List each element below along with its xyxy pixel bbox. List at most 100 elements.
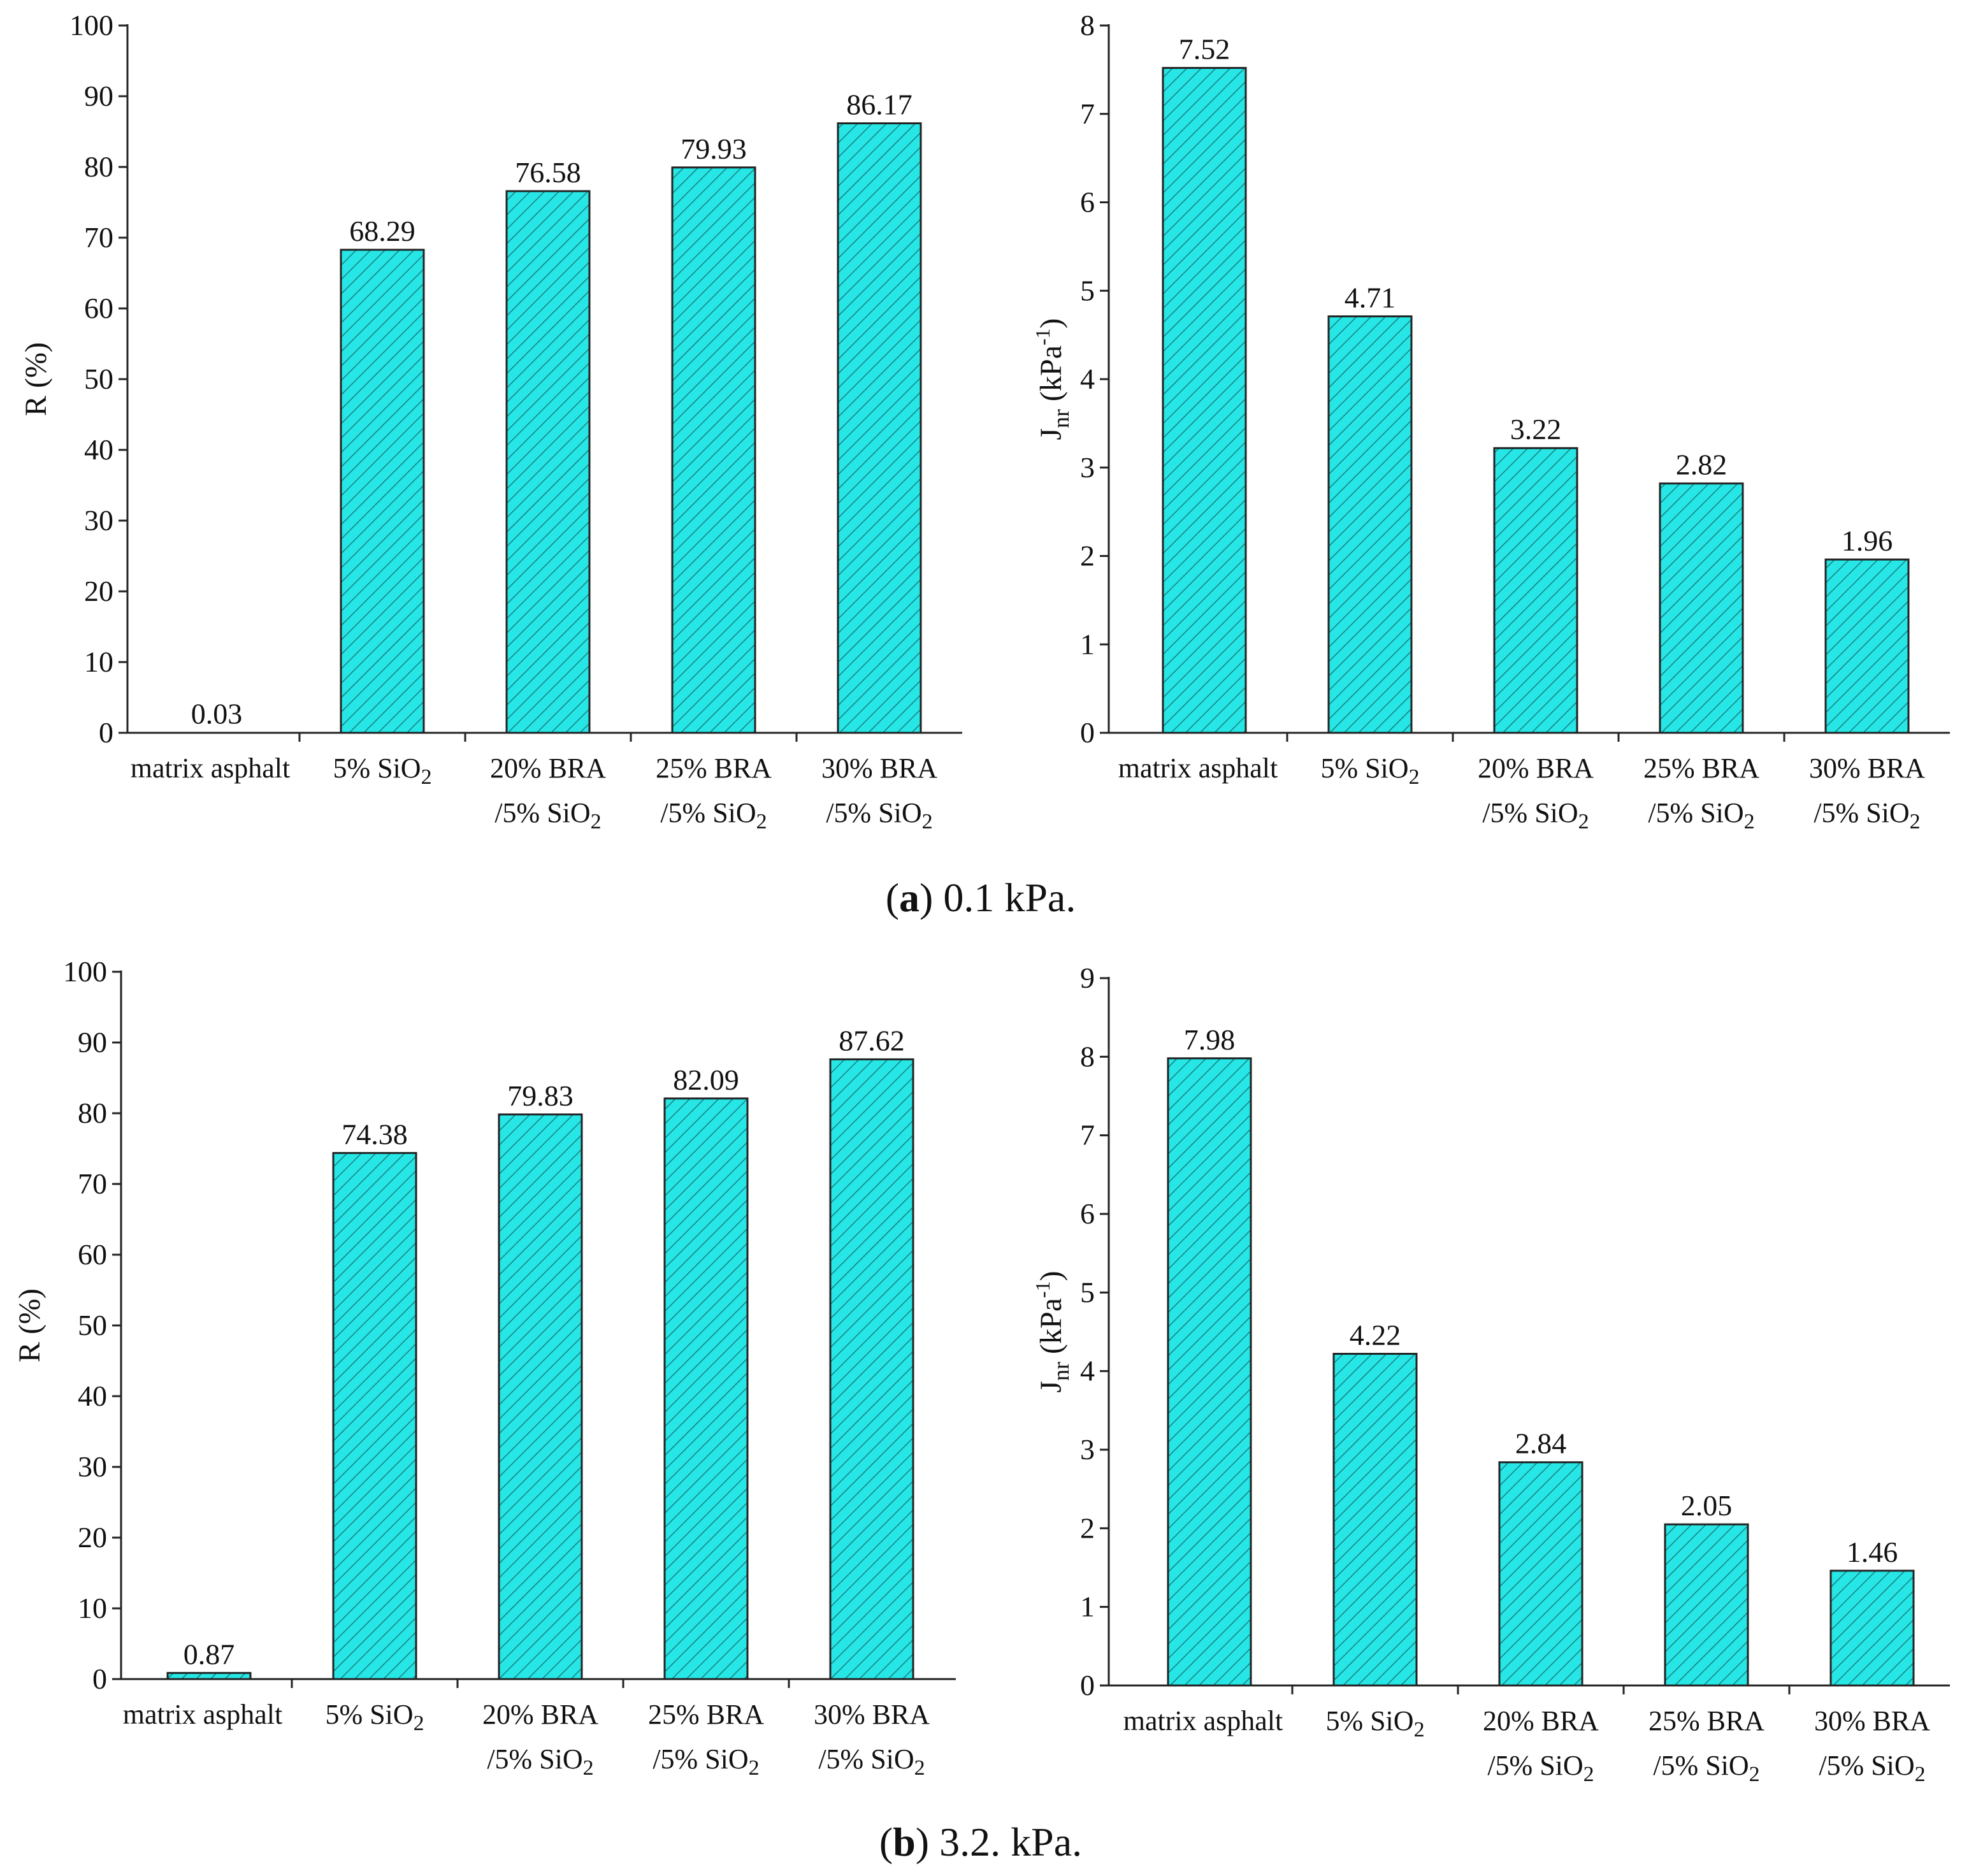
category-label: 20% BRA: [1483, 1705, 1599, 1736]
bar: [1498, 1461, 1583, 1687]
y-tick-label: 1: [1080, 1591, 1095, 1623]
category-label-text: 30% BRA: [1809, 753, 1925, 784]
bar: [1327, 315, 1413, 734]
category-label-sub: 2: [421, 765, 432, 789]
category-label-sub: 2: [583, 1756, 594, 1780]
category-label-text: /5% SiO: [653, 1743, 748, 1775]
category-label-text: 5% SiO: [1325, 1705, 1413, 1736]
category-label-text: 5% SiO: [325, 1699, 413, 1730]
category-label-text: 5% SiO: [333, 753, 421, 784]
y-tick-label: 30: [78, 1450, 107, 1483]
y-tick-label: 50: [78, 1309, 107, 1341]
y-tick-label: 3: [1080, 1433, 1095, 1466]
y-tick-label: 10: [78, 1592, 107, 1624]
y-tick-label: 4: [1080, 363, 1095, 395]
bar: [1824, 558, 1910, 734]
y-tick-label: 5: [1080, 1276, 1095, 1308]
y-tick-label: 0: [1080, 716, 1095, 749]
category-label-text: /5% SiO: [1487, 1750, 1583, 1781]
y-tick-label: 0: [1080, 1669, 1095, 1701]
category-label: matrix asphalt: [1118, 753, 1278, 784]
caption-b-letter: b: [893, 1819, 916, 1865]
category-label-line2: /5% SiO2: [1487, 1750, 1594, 1786]
y-axis-title-end: ): [1034, 1271, 1068, 1281]
bar: [1829, 1569, 1915, 1687]
y-axis-title-unit: (kPa: [1034, 345, 1068, 409]
category-label-text: /5% SiO: [1653, 1750, 1749, 1781]
value-label: 2.05: [1681, 1489, 1733, 1522]
category-label: 5% SiO2: [1320, 753, 1419, 789]
category-label: 25% BRA: [1648, 1705, 1764, 1736]
value-label: 79.93: [681, 133, 747, 165]
y-tick-label: 0: [99, 716, 113, 749]
bar: [1332, 1353, 1418, 1687]
category-label-text: 20% BRA: [482, 1699, 598, 1730]
value-label: 1.46: [1847, 1536, 1898, 1568]
y-axis-title-sup: -1: [1031, 328, 1054, 345]
y-tick-label: 60: [78, 1238, 107, 1271]
category-label-text: 20% BRA: [1483, 1705, 1599, 1736]
y-axis-title: Jnr (kPa-1): [1031, 318, 1074, 440]
bar: [1167, 1057, 1252, 1687]
category-label-text: /5% SiO: [826, 797, 921, 828]
category-label-sub: 2: [1583, 1763, 1594, 1786]
value-label: 4.22: [1350, 1319, 1401, 1352]
y-tick-label: 3: [1080, 451, 1095, 484]
value-label: 76.58: [515, 156, 581, 189]
category-label-sub: 2: [1744, 810, 1755, 833]
category-label-text: matrix asphalt: [1118, 753, 1278, 784]
category-label-text: 25% BRA: [656, 753, 772, 784]
y-tick-label: 7: [1080, 1119, 1095, 1151]
category-label-sub: 2: [1578, 810, 1589, 833]
category-label: 20% BRA: [1478, 753, 1594, 784]
category-label-text: 30% BRA: [814, 1699, 930, 1730]
category-label: matrix asphalt: [123, 1699, 283, 1730]
category-label: 20% BRA: [482, 1699, 598, 1730]
category-label: 30% BRA: [821, 753, 937, 784]
y-tick-label: 10: [84, 646, 113, 678]
bar: [1493, 447, 1578, 734]
y-tick-label: 100: [63, 955, 107, 988]
value-label: 87.62: [839, 1024, 905, 1057]
category-label-line2: /5% SiO2: [494, 797, 601, 833]
category-label-text: 5% SiO: [1320, 753, 1408, 784]
category-label-line2: /5% SiO2: [826, 797, 932, 833]
category-label: matrix asphalt: [1123, 1705, 1283, 1736]
bar: [498, 1113, 583, 1680]
category-label: 5% SiO2: [333, 753, 431, 789]
category-label-text: /5% SiO: [487, 1743, 582, 1775]
category-label-text: matrix asphalt: [123, 1699, 283, 1730]
chart-b-right: 0 1 2 3 4 5 6 7 8 9 Jnr (kPa-1) 7.98 matrix asphalt 4…: [1031, 962, 1950, 1786]
category-label-text: 30% BRA: [821, 753, 937, 784]
category-label-sub: 2: [756, 810, 767, 833]
y-tick-label: 90: [78, 1026, 107, 1058]
y-tick-label: 9: [1080, 962, 1095, 994]
category-label-sub: 2: [414, 1712, 424, 1735]
category-label-text: 30% BRA: [1814, 1705, 1930, 1736]
category-label-sub: 2: [914, 1756, 925, 1780]
y-axis-title: R (%): [19, 342, 53, 416]
value-label: 68.29: [349, 215, 415, 247]
category-label-text: /5% SiO: [818, 1743, 914, 1775]
value-label: 79.83: [507, 1079, 573, 1112]
value-label: 3.22: [1510, 413, 1562, 445]
caption-a: (a) 0.1 kPa.: [886, 875, 1076, 920]
category-label-line2: /5% SiO2: [653, 1743, 759, 1780]
bar: [829, 1058, 914, 1680]
category-label-text: /5% SiO: [660, 797, 756, 828]
caption-a-letter: a: [899, 875, 920, 920]
y-tick-label: 1: [1080, 628, 1095, 660]
category-label-sub: 2: [1414, 1718, 1425, 1742]
y-tick-label: 40: [84, 433, 113, 466]
category-label-text: /5% SiO: [1648, 797, 1743, 828]
category-label-sub: 2: [922, 810, 933, 833]
category-label-text: matrix asphalt: [131, 753, 291, 784]
y-tick-label: 70: [84, 221, 113, 254]
y-tick-label: 8: [1080, 1040, 1095, 1072]
category-label-text: 25% BRA: [1643, 753, 1759, 784]
y-tick-label: 40: [78, 1380, 107, 1412]
y-tick-label: 60: [84, 292, 113, 324]
y-tick-label: 20: [84, 575, 113, 607]
bar: [1162, 67, 1247, 734]
